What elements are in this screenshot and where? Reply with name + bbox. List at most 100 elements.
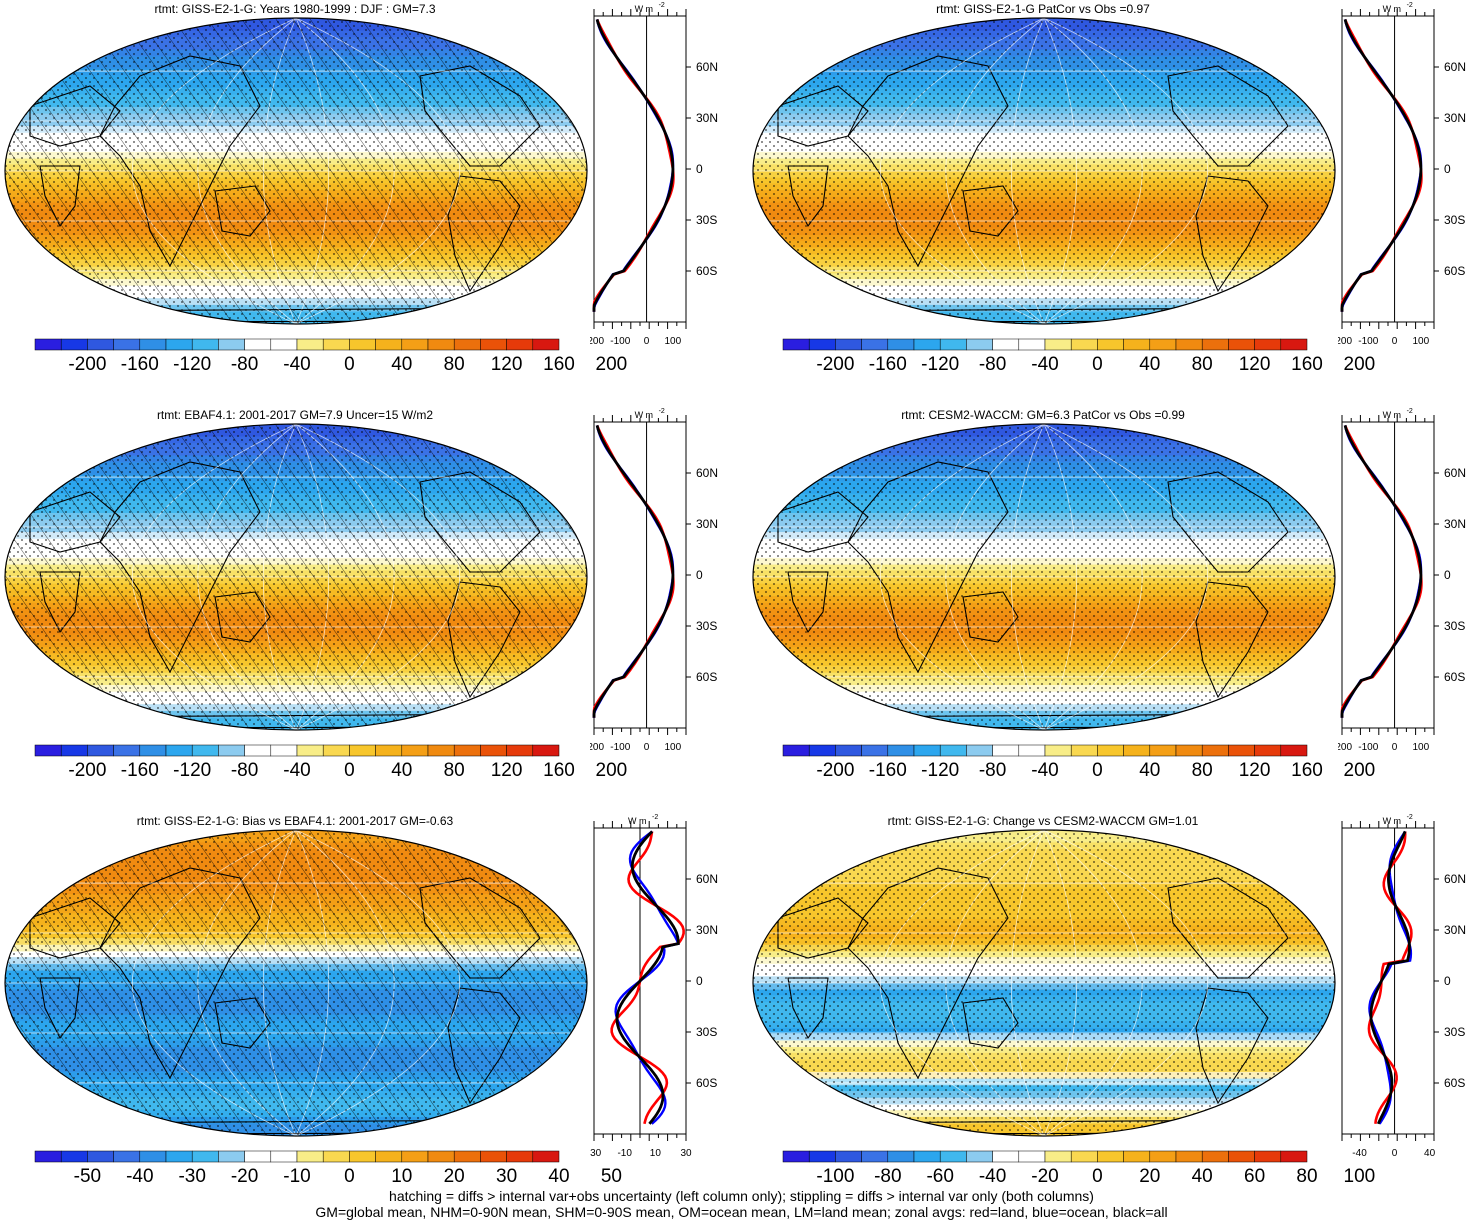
- colorbar-swatch: [401, 744, 429, 757]
- panel-title: rtmt: GISS-E2-1-G: Bias vs EBAF4.1: 2001…: [136, 814, 454, 828]
- colorbar-swatch: [60, 1150, 88, 1163]
- profile-tick-label: 0: [1392, 742, 1398, 753]
- colorbar-swatch: [1044, 1150, 1072, 1163]
- colorbar-swatch: [782, 744, 810, 757]
- colorbar-swatch: [113, 338, 141, 351]
- colorbar-swatch: [165, 338, 193, 351]
- colorbar-tick-label: -160: [868, 354, 907, 375]
- map-panel: rtmt: EBAF4.1: 2001-2017 GM=7.9 Uncer=15…: [0, 406, 741, 812]
- colorbar-swatch: [1175, 1150, 1203, 1163]
- colorbar-swatch: [939, 1150, 967, 1163]
- lat-tick-label: 60N: [1444, 60, 1466, 74]
- colorbar-swatch: [1149, 1150, 1177, 1163]
- colorbar-tick-label: 0: [344, 354, 355, 375]
- footer-line-2: GM=global mean, NHM=0-90N mean, SHM=0-90…: [315, 1204, 1168, 1220]
- colorbar-swatch: [427, 1150, 455, 1163]
- colorbar-tick-label: -60: [926, 1166, 954, 1187]
- colorbar-swatch: [1097, 1150, 1124, 1163]
- colorbar-swatch: [966, 1150, 993, 1163]
- world-map: [4, 423, 588, 731]
- colorbar-swatch: [218, 744, 245, 757]
- lat-tick-label: 30N: [696, 517, 718, 531]
- profile-tick-label: -200: [1338, 742, 1352, 753]
- zonal-curve-all: [592, 19, 675, 312]
- profile-units-exponent: -2: [659, 2, 665, 9]
- colorbar-swatch: [296, 1150, 324, 1163]
- lat-tick-label: 60N: [1444, 466, 1466, 480]
- colorbar-swatch: [480, 338, 507, 351]
- colorbar-swatch: [1123, 1150, 1151, 1163]
- colorbar-tick-label: 40: [1139, 760, 1161, 781]
- lat-tick-label: 30S: [696, 1025, 717, 1039]
- colorbar-tick-label: -120: [173, 354, 212, 375]
- colorbar-tick-label: 80: [1296, 1166, 1318, 1187]
- zonal-curve-land: [610, 831, 685, 1125]
- colorbar-swatch: [427, 744, 455, 757]
- lat-tick-label: 0: [696, 162, 703, 176]
- colorbar-swatch: [1018, 744, 1046, 757]
- lat-tick-label: 0: [696, 974, 703, 988]
- colorbar-tick-label: 40: [1139, 354, 1161, 375]
- colorbar-tick-label: -80: [874, 1166, 902, 1187]
- colorbar-swatch: [113, 1150, 141, 1163]
- colorbar-tick-label: 50: [600, 1166, 622, 1187]
- colorbar-swatch: [1097, 744, 1124, 757]
- colorbar-swatch: [992, 1150, 1020, 1163]
- colorbar-tick-label: -80: [978, 354, 1007, 375]
- zonal-curve-all: [592, 425, 675, 718]
- lat-tick-label: 60S: [696, 1076, 717, 1090]
- colorbar-tick-label: 200: [595, 354, 628, 375]
- colorbar-swatch: [139, 1150, 167, 1163]
- colorbar-swatch: [244, 744, 272, 757]
- colorbar-tick-label: 40: [391, 354, 413, 375]
- profile-tick-label: 0: [644, 336, 650, 347]
- profile-tick-label: -10: [617, 1148, 632, 1159]
- colorbar-swatch: [1280, 338, 1308, 351]
- zonal-profile: 60N 30N 0 30S 60S -200 -100 0 100 W m -2: [590, 2, 718, 347]
- colorbar-swatch: [966, 744, 993, 757]
- colorbar-swatch: [453, 338, 481, 351]
- colorbar-swatch: [322, 338, 350, 351]
- colorbar-swatch: [401, 338, 429, 351]
- lat-tick-label: 30S: [1444, 213, 1465, 227]
- colorbar-tick-label: -120: [173, 760, 212, 781]
- colorbar-swatch: [218, 1150, 245, 1163]
- colorbar-tick-label: 80: [443, 760, 465, 781]
- map-panel: rtmt: GISS-E2-1-G PatCor vs Obs =0.97 60N…: [748, 0, 1483, 406]
- colorbar-tick-label: 20: [443, 1166, 465, 1187]
- profile-tick-label: 100: [665, 742, 682, 753]
- colorbar-swatch: [1201, 744, 1229, 757]
- colorbar-tick-label: 80: [1191, 354, 1213, 375]
- colorbar-swatch: [1070, 1150, 1098, 1163]
- colorbar-swatch: [966, 338, 993, 351]
- colorbar-tick-label: -50: [73, 1166, 102, 1187]
- colorbar-tick-label: 40: [548, 1166, 570, 1187]
- colorbar-tick-label: -40: [283, 354, 311, 375]
- colorbar-swatch: [1254, 744, 1282, 757]
- colorbar-tick-label: -40: [978, 1166, 1007, 1187]
- colorbar-swatch: [913, 744, 941, 757]
- colorbar-swatch: [887, 744, 915, 757]
- colorbar-swatch: [782, 1150, 810, 1163]
- colorbar-tick-label: 0: [1092, 760, 1103, 781]
- colorbar-swatch: [480, 744, 507, 757]
- lat-tick-label: 30N: [1444, 111, 1466, 125]
- colorbar-swatch: [939, 744, 967, 757]
- profile-units: W m: [1383, 816, 1402, 826]
- lat-tick-label: 30S: [1444, 1025, 1465, 1039]
- colorbar-tick-label: -30: [178, 1166, 206, 1187]
- colorbar-swatch: [375, 338, 403, 351]
- lat-tick-label: 60N: [696, 60, 718, 74]
- profile-tick-label: 100: [1413, 742, 1430, 753]
- colorbar: [782, 1150, 1308, 1163]
- lat-tick-label: 60S: [1444, 670, 1465, 684]
- lat-tick-label: 0: [1444, 162, 1451, 176]
- colorbar-swatch: [60, 338, 88, 351]
- colorbar-swatch: [1149, 744, 1177, 757]
- profile-tick-label: -40: [1352, 1148, 1367, 1159]
- colorbar-swatch: [992, 744, 1020, 757]
- colorbar-swatch: [113, 744, 141, 757]
- colorbar-tick-label: 120: [1238, 354, 1271, 375]
- colorbar-swatch: [913, 1150, 941, 1163]
- colorbar-tick-label: 100: [1343, 1166, 1376, 1187]
